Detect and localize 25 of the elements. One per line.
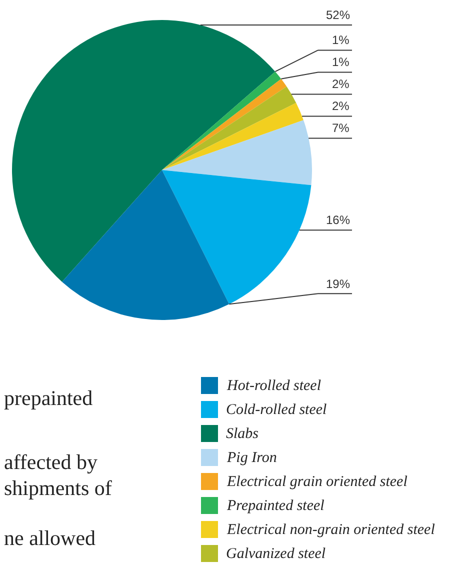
data-label: 1% [332,55,350,69]
text: prepainted [4,386,94,410]
legend-label: Hot-rolled steel [226,378,322,394]
pie-slice [162,102,304,170]
legend-label: Prepainted steel [226,498,324,514]
text: ne allowed [4,526,96,550]
pie-slice [62,170,230,320]
pie-slice [12,20,276,282]
legend-label: Cold-rolled steel [226,402,327,418]
data-label: 2% [332,77,350,91]
data-label: 19% [326,277,350,291]
legend-label: Slabs [226,426,259,442]
legend-label: Pig Iron [226,450,277,466]
legend-label: Electrical non-grain oriented steel [226,522,435,538]
data-label: 16% [326,213,350,227]
legend-label: Galvanized steel [226,546,326,562]
data-label: 52% [326,8,350,22]
pie-slice [162,170,312,304]
text: affected by [4,450,98,474]
data-label: 1% [332,33,350,47]
text: shipments of [4,476,112,500]
legend-label: Electrical grain oriented steel [226,474,408,490]
pie-slice [162,120,312,186]
data-label: 7% [332,121,350,135]
data-label: 2% [332,99,350,113]
